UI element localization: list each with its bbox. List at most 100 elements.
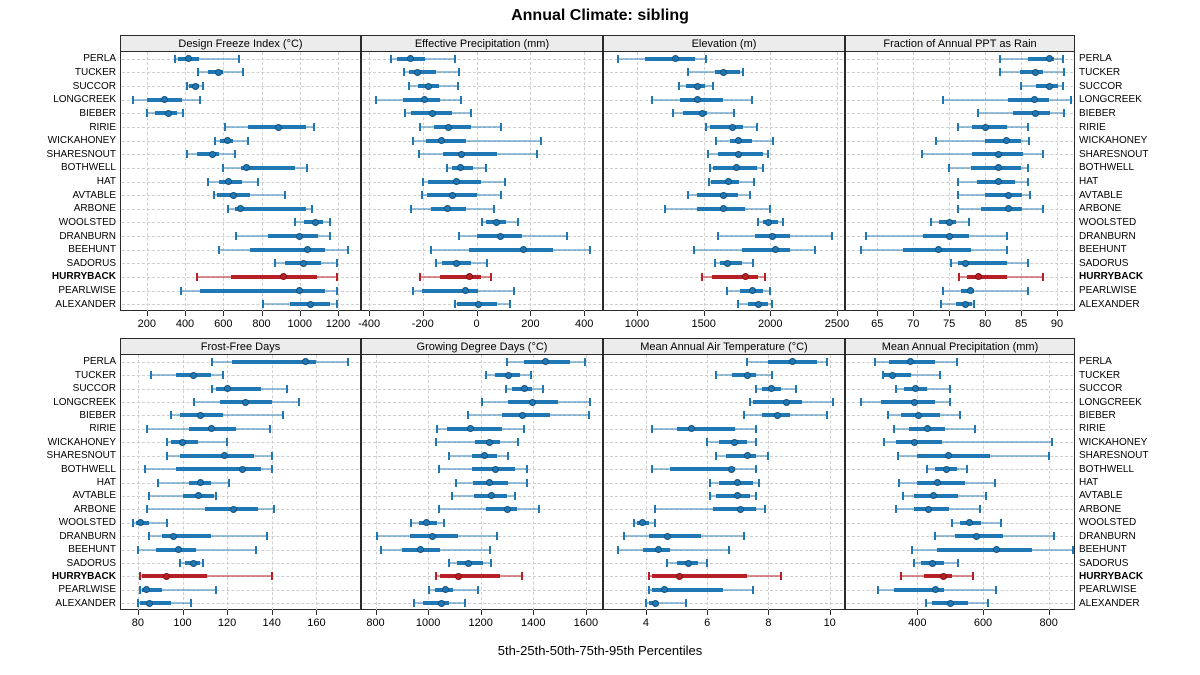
axis-tick-label: 400 bbox=[175, 318, 195, 330]
range-25-75-perla bbox=[645, 56, 695, 61]
median-dot-pearlwise bbox=[931, 586, 939, 594]
whisker-cap bbox=[336, 286, 339, 295]
median-dot-arbone bbox=[443, 205, 451, 213]
whisker-cap bbox=[336, 259, 339, 268]
median-dot-pearlwise bbox=[660, 586, 668, 594]
axis-tick bbox=[338, 311, 339, 316]
range-25-75-bothwell bbox=[240, 165, 295, 170]
median-dot-sharesnout bbox=[221, 452, 229, 460]
site-label-dranburn: DRANBURN bbox=[1079, 230, 1136, 242]
whisker-cap bbox=[536, 150, 539, 159]
median-dot-bothwell bbox=[239, 465, 247, 473]
whisker-cap bbox=[286, 384, 289, 393]
site-label-perla: PERLA bbox=[83, 356, 116, 368]
site-label-woolsted: WOOLSTED bbox=[1079, 216, 1137, 228]
range-25-75-sharesnout bbox=[725, 453, 757, 458]
whisker-cap bbox=[1027, 259, 1030, 268]
median-dot-sadorus bbox=[453, 259, 460, 267]
median-dot-alexander bbox=[437, 599, 445, 607]
median-dot-avtable bbox=[487, 492, 495, 500]
whisker-cap bbox=[825, 411, 828, 420]
site-label-hat: HAT bbox=[1079, 176, 1099, 187]
whisker-cap bbox=[507, 451, 510, 460]
site-label-beehunt: BEEHUNT bbox=[1079, 244, 1127, 256]
gridline-h bbox=[122, 415, 359, 417]
median-dot-arbone bbox=[1004, 205, 1012, 213]
median-dot-woolsted bbox=[639, 519, 647, 527]
median-dot-arbone bbox=[737, 505, 745, 513]
median-dot-arbone bbox=[925, 505, 933, 513]
median-dot-dranburn bbox=[768, 232, 776, 240]
median-dot-succor bbox=[520, 385, 528, 393]
axis-tick-label: 100 bbox=[173, 617, 192, 629]
whisker-cap bbox=[237, 54, 240, 63]
site-label-pearlwise: PEARLWISE bbox=[1079, 285, 1137, 297]
median-dot-bothwell bbox=[732, 164, 740, 172]
whisker-cap bbox=[901, 491, 904, 500]
gridline-h bbox=[122, 442, 359, 444]
median-dot-avtable bbox=[448, 191, 456, 199]
range-25-75-ririe bbox=[446, 426, 502, 431]
axis-tick-label: 8 bbox=[765, 617, 772, 629]
axis-tick-label: 400 bbox=[575, 318, 594, 330]
axis-tick-label: 800 bbox=[366, 617, 385, 629]
whisker-cap bbox=[913, 559, 915, 567]
range-25-75-perla bbox=[231, 359, 317, 364]
median-dot-bothwell bbox=[242, 164, 250, 172]
gridline-h bbox=[363, 72, 601, 74]
whisker-cap bbox=[213, 136, 216, 145]
panel-strip-elevation-m: Elevation (m) bbox=[603, 35, 845, 52]
median-dot-sadorus bbox=[190, 559, 198, 567]
axis-tick bbox=[261, 311, 263, 316]
median-dot-perla bbox=[907, 358, 915, 366]
range-5-95-woolsted bbox=[133, 521, 167, 524]
range-5-95-beehunt bbox=[618, 548, 729, 551]
range-25-75-avtable bbox=[716, 493, 750, 498]
whisker-cap bbox=[412, 286, 415, 295]
whisker-cap bbox=[751, 95, 754, 104]
range-25-75-avtable bbox=[697, 193, 739, 198]
range-25-75-ririe bbox=[433, 125, 472, 129]
range-5-95-arbone bbox=[655, 508, 766, 511]
whisker-cap bbox=[1020, 82, 1023, 91]
median-dot-dranburn bbox=[428, 532, 436, 540]
whisker-cap bbox=[715, 451, 718, 460]
whisker-cap bbox=[454, 300, 457, 309]
panel-strip-frost-free-days: Frost-Free Days bbox=[120, 338, 361, 355]
gridline-h bbox=[605, 402, 843, 403]
whisker-cap bbox=[417, 150, 420, 159]
site-label-sadorus: SADORUS bbox=[1079, 257, 1129, 269]
median-dot-dranburn bbox=[497, 232, 505, 240]
axis-tick bbox=[533, 610, 535, 615]
whisker-cap bbox=[742, 411, 745, 420]
median-dot-perla bbox=[1045, 55, 1053, 63]
whisker-cap bbox=[217, 245, 220, 254]
median-dot-pearlwise bbox=[748, 287, 756, 295]
median-dot-perla bbox=[185, 55, 193, 63]
median-dot-wickahoney bbox=[223, 137, 231, 145]
axis-tick bbox=[1057, 311, 1058, 316]
median-dot-bothwell bbox=[457, 164, 464, 172]
median-dot-beehunt bbox=[520, 246, 528, 254]
site-label-hurryback: HURRYBACK bbox=[1079, 271, 1144, 283]
range-25-75-hurryback bbox=[142, 574, 207, 579]
axis-tick bbox=[917, 610, 919, 615]
gridline-h bbox=[363, 415, 601, 417]
whisker-cap bbox=[767, 150, 770, 159]
whisker-cap bbox=[313, 123, 316, 131]
site-label-ririe: RIRIE bbox=[1079, 423, 1106, 435]
median-dot-wickahoney bbox=[1003, 137, 1011, 145]
whisker-cap bbox=[998, 68, 1001, 77]
whisker-cap bbox=[436, 424, 439, 433]
site-label-arbone: ARBONE bbox=[1079, 503, 1122, 515]
site-label-sharesnout: SHARESNOUT bbox=[1079, 450, 1149, 462]
median-dot-bieber bbox=[774, 411, 782, 419]
median-dot-alexander bbox=[961, 300, 969, 308]
median-dot-pearlwise bbox=[143, 586, 151, 594]
whisker-cap bbox=[752, 585, 755, 594]
median-dot-alexander bbox=[306, 300, 314, 308]
whisker-cap bbox=[755, 384, 758, 393]
whisker-cap bbox=[978, 505, 981, 514]
whisker-cap bbox=[215, 585, 217, 594]
axis-tick-label: 140 bbox=[262, 617, 281, 629]
